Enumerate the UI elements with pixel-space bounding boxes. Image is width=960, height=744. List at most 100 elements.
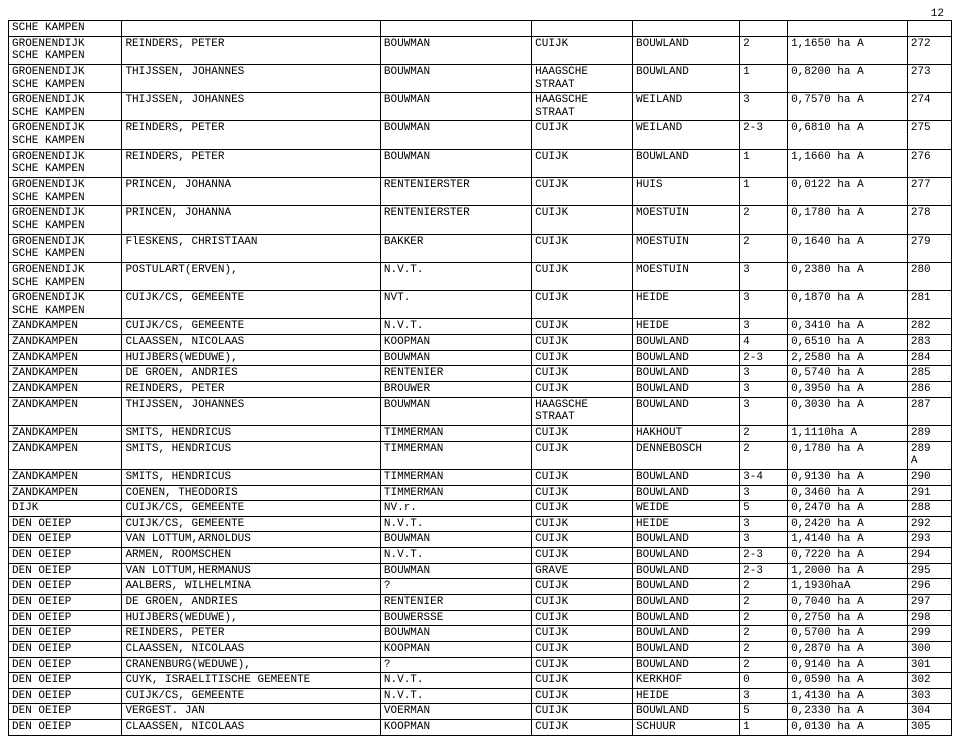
table-cell (907, 21, 951, 37)
table-cell: DEN OEIEP (9, 548, 122, 564)
table-row: ZANDKAMPENSMITS, HENDRICUSTIMMERMANCUIJK… (9, 441, 952, 469)
table-cell: VOERMAN (380, 704, 531, 720)
table-cell: CUIJK (532, 335, 633, 351)
table-cell: CUIJK (532, 485, 633, 501)
table-cell: ? (380, 657, 531, 673)
table-cell: GROENENDIJKSCHE KAMPEN (9, 178, 122, 206)
table-cell: HEIDE (633, 516, 740, 532)
table-cell: ZANDKAMPEN (9, 441, 122, 469)
table-cell (740, 21, 788, 37)
table-cell: RENTENIERSTER (380, 206, 531, 234)
table-cell: CUIJK (532, 121, 633, 149)
table-cell: 1 (740, 720, 788, 736)
table-cell: BOUWLAND (633, 149, 740, 177)
table-cell: 2-3 (740, 563, 788, 579)
table-cell: TIMMERMAN (380, 485, 531, 501)
table-cell: 0,5740 ha A (788, 366, 908, 382)
table-cell: CUIJK (532, 610, 633, 626)
table-cell: MOESTUIN (633, 234, 740, 262)
table-cell: 276 (907, 149, 951, 177)
table-cell: GROENENDIJKSCHE KAMPEN (9, 64, 122, 92)
table-cell: 3 (740, 319, 788, 335)
table-row: GROENENDIJKSCHE KAMPENPRINCEN, JOHANNARE… (9, 206, 952, 234)
table-cell: 3 (740, 532, 788, 548)
table-cell: SMITS, HENDRICUS (122, 441, 380, 469)
table-cell: 0,3410 ha A (788, 319, 908, 335)
table-cell (380, 21, 531, 37)
table-cell: DEN OEIEP (9, 532, 122, 548)
table-cell: CUIJK (532, 178, 633, 206)
table-cell: CUIJK (532, 234, 633, 262)
table-cell: DEN OEIEP (9, 688, 122, 704)
table-cell: 5 (740, 501, 788, 517)
table-cell: 0,2470 ha A (788, 501, 908, 517)
table-cell: 292 (907, 516, 951, 532)
table-cell: BOUWLAND (633, 657, 740, 673)
table-cell: DEN OEIEP (9, 610, 122, 626)
table-cell: GROENENDIJKSCHE KAMPEN (9, 206, 122, 234)
table-cell: 3 (740, 93, 788, 121)
table-cell: 0,6810 ha A (788, 121, 908, 149)
table-cell: BOUWLAND (633, 594, 740, 610)
table-cell (788, 21, 908, 37)
table-cell: 0,2870 ha A (788, 641, 908, 657)
table-cell: WEILAND (633, 121, 740, 149)
table-cell: 0,2420 ha A (788, 516, 908, 532)
table-cell: 281 (907, 291, 951, 319)
table-row: ZANDKAMPENCLAASSEN, NICOLAASKOOPMANCUIJK… (9, 335, 952, 351)
table-cell: 2-3 (740, 350, 788, 366)
table-cell: 275 (907, 121, 951, 149)
table-row: DEN OEIEPCUYK, ISRAELITISCHE GEMEENTEN.V… (9, 673, 952, 689)
table-cell: DEN OEIEP (9, 673, 122, 689)
table-cell: 0,0122 ha A (788, 178, 908, 206)
table-cell: PRINCEN, JOHANNA (122, 206, 380, 234)
table-cell: 284 (907, 350, 951, 366)
table-row: ZANDKAMPENDE GROEN, ANDRIESRENTENIERCUIJ… (9, 366, 952, 382)
table-cell: CUIJK (532, 501, 633, 517)
table-cell: 3 (740, 397, 788, 425)
table-cell: 0,2750 ha A (788, 610, 908, 626)
table-cell: BOUWMAN (380, 532, 531, 548)
table-cell: 3 (740, 366, 788, 382)
table-cell: 1,1930haA (788, 579, 908, 595)
table-cell: 273 (907, 64, 951, 92)
table-cell: 3 (740, 262, 788, 290)
table-cell: TIMMERMAN (380, 425, 531, 441)
table-cell: COENEN, THEODORIS (122, 485, 380, 501)
table-row: ZANDKAMPENHUIJBERS(WEDUWE),BOUWMANCUIJKB… (9, 350, 952, 366)
table-cell: 4 (740, 335, 788, 351)
table-row: ZANDKAMPENSMITS, HENDRICUSTIMMERMANCUIJK… (9, 469, 952, 485)
table-cell: CUIJK (532, 516, 633, 532)
table-cell: CUIJK (532, 688, 633, 704)
table-cell: 301 (907, 657, 951, 673)
table-cell: 1,2000 ha A (788, 563, 908, 579)
table-cell: 2 (740, 610, 788, 626)
table-row: GROENENDIJKSCHE KAMPENTHIJSSEN, JOHANNES… (9, 64, 952, 92)
table-cell: ZANDKAMPEN (9, 425, 122, 441)
table-row: GROENENDIJKSCHE KAMPENREINDERS, PETERBOU… (9, 36, 952, 64)
table-cell: 280 (907, 262, 951, 290)
table-cell: BOUWLAND (633, 610, 740, 626)
table-cell: 272 (907, 36, 951, 64)
table-cell: 285 (907, 366, 951, 382)
table-row: DEN OEIEPVERGEST. JANVOERMANCUIJKBOUWLAN… (9, 704, 952, 720)
table-cell: HAAGSCHESTRAAT (532, 397, 633, 425)
table-cell: 297 (907, 594, 951, 610)
table-row: DEN OEIEPCUIJK/CS, GEMEENTEN.V.T.CUIJKHE… (9, 516, 952, 532)
table-cell: HUIJBERS(WEDUWE), (122, 610, 380, 626)
table-cell: GROENENDIJKSCHE KAMPEN (9, 121, 122, 149)
table-cell: THIJSSEN, JOHANNES (122, 93, 380, 121)
table-cell: BOUWLAND (633, 382, 740, 398)
table-cell: HAAGSCHESTRAAT (532, 64, 633, 92)
table-cell: 300 (907, 641, 951, 657)
table-cell: BOUWLAND (633, 469, 740, 485)
table-cell: CUIJK (532, 441, 633, 469)
table-cell: DEN OEIEP (9, 594, 122, 610)
table-cell: 290 (907, 469, 951, 485)
table-cell: BOUWLAND (633, 563, 740, 579)
table-cell: 0,1780 ha A (788, 441, 908, 469)
table-cell: GROENENDIJKSCHE KAMPEN (9, 93, 122, 121)
table-row: DEN OEIEPCLAASSEN, NICOLAASKOOPMANCUIJKB… (9, 641, 952, 657)
table-cell: BOUWMAN (380, 350, 531, 366)
table-cell: DEN OEIEP (9, 516, 122, 532)
